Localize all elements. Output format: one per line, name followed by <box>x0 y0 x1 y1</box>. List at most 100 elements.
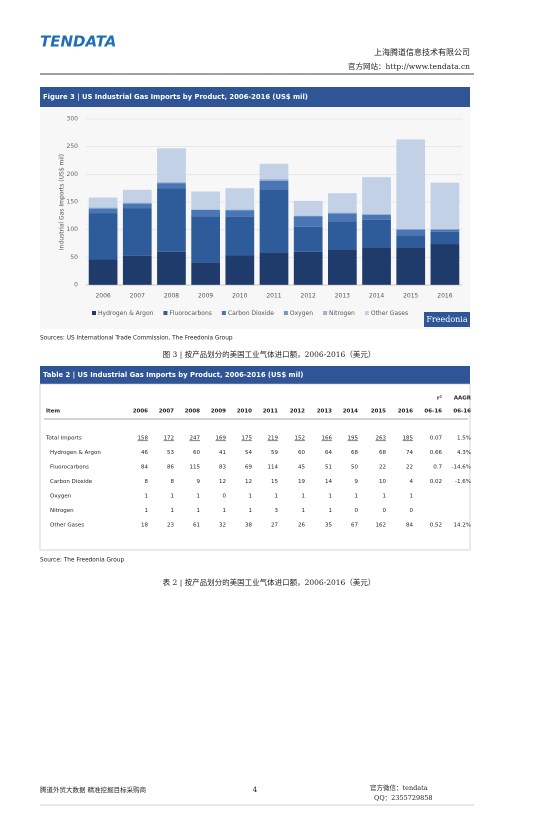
x-tick-label: 2012 <box>301 293 316 300</box>
bar-segment <box>259 252 289 285</box>
table-cell: 9 <box>197 479 201 485</box>
table-cell: 162 <box>376 523 387 529</box>
table-cell: 0 <box>223 494 227 500</box>
table-cell: 14.2% <box>454 523 471 529</box>
legend-label: Nitrogen <box>329 310 355 317</box>
footer-wechat: 官方微信：tendata <box>370 783 428 792</box>
x-tick-label: 2009 <box>198 293 213 300</box>
table-cell: 0 <box>410 508 414 514</box>
row-label: Oxygen <box>50 494 72 500</box>
bar-segment <box>122 202 152 204</box>
bar-segment <box>191 262 220 285</box>
bar-segment <box>225 255 255 285</box>
table-cell: 32 <box>219 523 226 529</box>
legend-label: Fluorocarbons <box>169 310 211 317</box>
bar-segment <box>88 208 118 214</box>
table-cell: 0.66 <box>430 450 443 456</box>
table-title-bar <box>40 366 470 384</box>
table-cell: 219 <box>268 436 279 442</box>
table-cell: 61 <box>193 523 200 529</box>
table-title: Table 2 | US Industrial Gas Imports by P… <box>43 371 303 380</box>
table-cell: 69 <box>245 465 252 471</box>
table-cell: 166 <box>322 436 333 442</box>
source-logo-box <box>424 312 470 327</box>
bar-segment <box>430 182 460 230</box>
bar-segment <box>362 214 391 220</box>
column-top: r² <box>437 395 443 402</box>
bar-segment <box>225 216 255 256</box>
x-tick-label: 2006 <box>95 293 110 300</box>
table-cell: -1.6% <box>455 479 471 485</box>
bar-segment <box>191 209 220 210</box>
bar-segment <box>88 259 118 285</box>
table-cell: 169 <box>216 436 227 442</box>
table-cell: 1 <box>275 494 279 500</box>
bar-segment <box>430 229 460 232</box>
table-cell: 51 <box>325 465 332 471</box>
bar-segment <box>88 207 118 209</box>
table-cell: 1.5% <box>457 436 471 442</box>
bar-segment <box>259 189 289 253</box>
source-logo: Freedonia <box>426 315 467 324</box>
table-cell: 46 <box>141 450 148 456</box>
table-cell: 60 <box>193 450 200 456</box>
table-cell: 10 <box>379 479 386 485</box>
table-cell: 38 <box>245 523 252 529</box>
legend-swatch <box>92 311 96 315</box>
table-cell: 4 <box>410 479 414 485</box>
table-cell: 1 <box>223 508 227 514</box>
bar-segment <box>430 229 460 230</box>
table-cell: 158 <box>138 436 149 442</box>
figure-caption: 图 3 | 按产品划分的美国工业气体进口额，2006-2016（美元） <box>163 349 376 359</box>
table-cell: 8 <box>171 479 175 485</box>
bar-segment <box>191 216 220 263</box>
x-tick-label: 2008 <box>164 293 179 300</box>
bar-segment <box>122 203 152 209</box>
website: 官方网站：http://www.tendata.cn <box>348 61 470 71</box>
table-cell: 27 <box>271 523 278 529</box>
column-header: 06-16 <box>424 409 442 415</box>
table-cell: 0.07 <box>430 436 443 442</box>
bar-segment <box>259 163 289 179</box>
table-cell: 263 <box>376 436 387 442</box>
x-tick-label: 2010 <box>232 293 247 300</box>
logo: TENDATA <box>40 33 116 51</box>
table-cell: 12 <box>245 479 252 485</box>
column-header: 06-16 <box>453 409 471 415</box>
table-cell: 8 <box>145 479 149 485</box>
bar-segment <box>293 226 323 252</box>
table-cell: 247 <box>190 436 201 442</box>
column-header: 2013 <box>317 409 332 415</box>
table-cell: 1 <box>329 494 333 500</box>
table-cell: 0.52 <box>430 523 442 529</box>
y-tick-label: 0 <box>74 282 78 289</box>
page-number: 4 <box>253 786 258 794</box>
bar-segment <box>396 235 426 248</box>
table-cell: 50 <box>351 465 358 471</box>
table-cell: 23 <box>167 523 174 529</box>
table-cell: 68 <box>379 450 386 456</box>
bar-segment <box>293 216 323 227</box>
bar-segment <box>396 229 426 236</box>
table-cell: 68 <box>351 450 358 456</box>
table-frame <box>39 383 471 551</box>
bar-segment <box>88 213 118 260</box>
figure-source: Sources: US International Trade Commissi… <box>40 336 233 342</box>
table-cell: 41 <box>219 450 226 456</box>
table-cell: 86 <box>167 465 174 471</box>
table-cell: 1 <box>355 494 359 500</box>
column-header: 2010 <box>237 409 252 415</box>
y-tick-label: 300 <box>67 116 79 123</box>
legend-label: Hydrogen & Argon <box>98 310 154 317</box>
table-cell: 22 <box>379 465 386 471</box>
bar-segment <box>259 180 289 190</box>
x-tick-label: 2014 <box>369 293 384 300</box>
table-cell: 64 <box>325 450 332 456</box>
table-cell: 84 <box>406 523 413 529</box>
bar-segment <box>328 193 357 213</box>
table-cell: 1 <box>302 494 306 500</box>
bar-segment <box>191 191 220 210</box>
row-label: Carbon Dioxide <box>50 479 93 485</box>
y-axis-label: Industrial Gas Imports (US$ mil) <box>59 154 66 250</box>
table-cell: 54 <box>245 450 252 456</box>
